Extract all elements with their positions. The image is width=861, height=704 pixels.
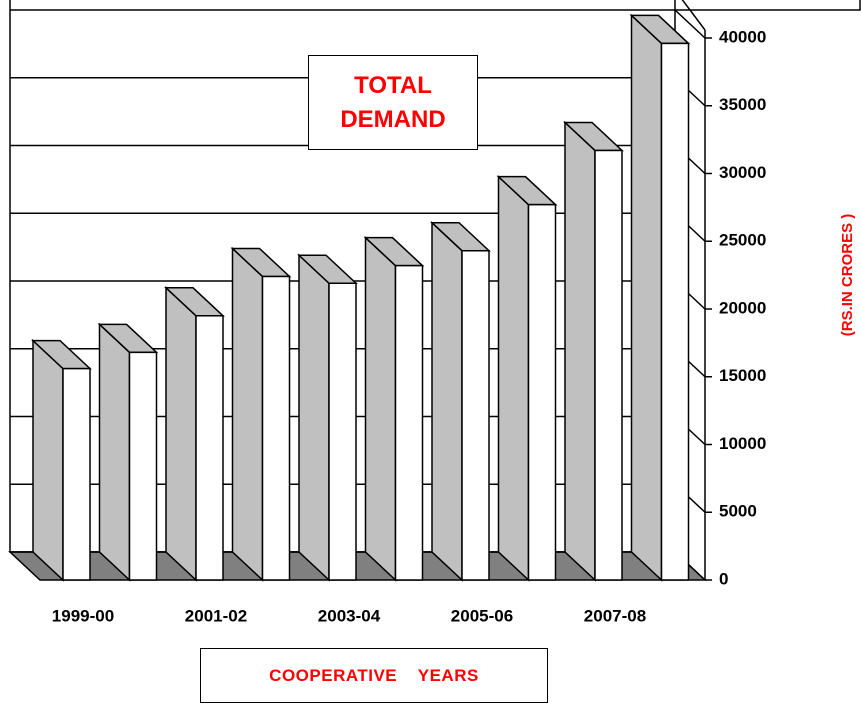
right-wall-edge (681, 0, 706, 31)
bar (328, 282, 357, 581)
grid-line (10, 9, 706, 39)
bar-side (497, 174, 530, 582)
bar-side (165, 286, 197, 582)
x-tick-label: 2001-02 (185, 606, 247, 625)
bar (128, 351, 158, 581)
x-tick-label: 2003-04 (318, 606, 381, 625)
bar-side (564, 120, 596, 582)
y-tick-label: 35000 (719, 95, 766, 114)
bar-side (98, 322, 131, 582)
y-tick-label: 40000 (719, 27, 766, 46)
x-axis-label: COOPERATIVE YEARS (200, 648, 548, 703)
y-axis-label: (RS.IN CRORES ) (839, 214, 856, 337)
bar-side (32, 338, 64, 582)
bar (62, 367, 91, 581)
y-tick-label: 10000 (719, 434, 766, 453)
y-tick-label: 25000 (719, 231, 766, 250)
bar-side (630, 13, 663, 582)
y-tick-label: 5000 (719, 502, 757, 521)
chart-title: TOTAL DEMAND (308, 55, 478, 150)
bar-side (364, 235, 397, 582)
y-tick-label: 30000 (719, 163, 766, 182)
y-tick-label: 20000 (719, 298, 766, 317)
bar (594, 149, 623, 581)
x-tick-label: 2007-08 (584, 606, 646, 625)
bar (660, 42, 690, 581)
bar (461, 249, 490, 581)
x-tick-label: 2005-06 (451, 606, 513, 625)
bar-side (231, 246, 264, 582)
bar-side (431, 221, 463, 582)
x-tick-label: 1999-00 (52, 606, 114, 625)
bar (261, 275, 291, 581)
y-tick-label: 0 (719, 569, 728, 588)
bar (195, 315, 224, 581)
bar-side (298, 253, 330, 582)
bar (527, 203, 557, 581)
y-tick-label: 15000 (719, 366, 766, 385)
bar (394, 264, 424, 581)
